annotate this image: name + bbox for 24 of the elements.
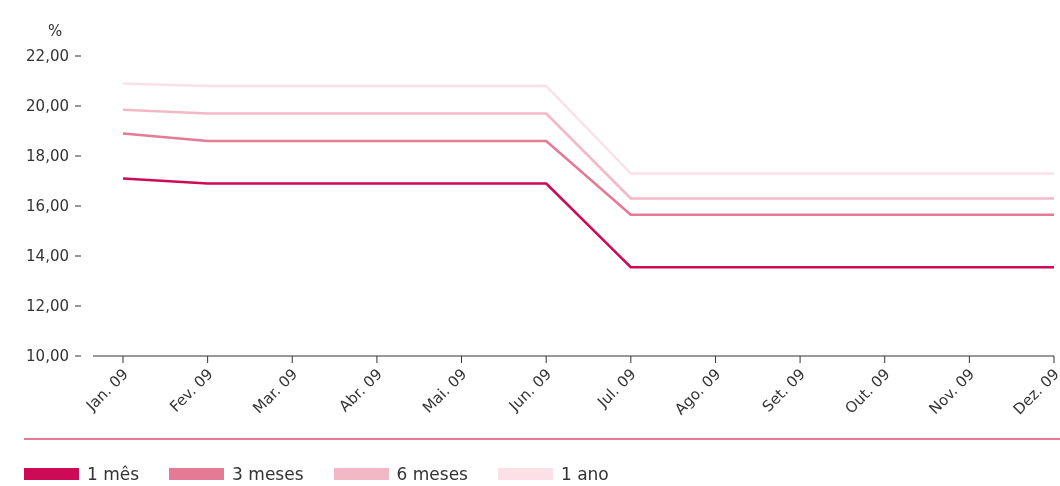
- x-tick-label: Mar. 09: [249, 365, 302, 418]
- x-tick-label: Jul. 09: [593, 365, 640, 412]
- y-tick-label: 20,00: [26, 97, 69, 115]
- x-tick-label: Fev. 09: [166, 365, 217, 416]
- x-tick-label: Dez. 09: [1009, 365, 1060, 419]
- legend-label: 1 mês: [87, 464, 140, 484]
- legend-label: 3 meses: [232, 464, 304, 484]
- y-tick-label: 10,00: [26, 347, 69, 365]
- x-tick-label: Mai. 09: [418, 365, 471, 417]
- legend-label: 1 ano: [560, 464, 609, 484]
- x-tick-label: Set. 09: [758, 365, 809, 416]
- y-tick-label: 18,00: [26, 147, 69, 165]
- x-tick-label: Out. 09: [841, 365, 894, 418]
- y-tick-label: 22,00: [26, 47, 69, 65]
- legend-label: 6 meses: [396, 464, 468, 484]
- y-axis-title: %: [48, 22, 63, 40]
- x-tick-label: Jan. 09: [81, 365, 132, 416]
- x-tick-label: Abr. 09: [335, 365, 386, 416]
- y-tick-label: 12,00: [26, 297, 69, 315]
- y-tick-label: 16,00: [26, 197, 69, 215]
- y-tick-label: 14,00: [26, 247, 69, 265]
- x-tick-label: Ago. 09: [671, 365, 725, 419]
- x-tick-label: Nov. 09: [925, 365, 979, 418]
- x-tick-label: Jun. 09: [504, 365, 556, 416]
